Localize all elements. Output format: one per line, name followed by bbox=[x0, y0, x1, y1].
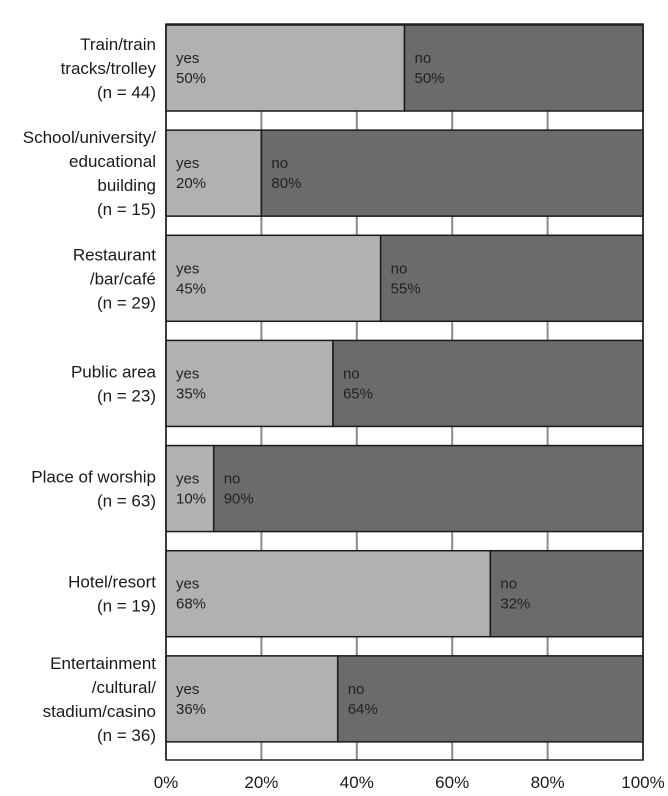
bar-series-label: yes bbox=[176, 365, 199, 382]
bar-series-label: no bbox=[391, 260, 408, 277]
category-label: (n = 63) bbox=[97, 492, 156, 511]
x-tick-label: 80% bbox=[531, 773, 565, 792]
bar-series-label: yes bbox=[176, 50, 199, 67]
category-label: (n = 19) bbox=[97, 597, 156, 616]
bar-segment-no bbox=[332, 339, 644, 428]
x-tick-label: 0% bbox=[154, 773, 179, 792]
bar-segment-no bbox=[336, 655, 644, 743]
bar-value-label: 20% bbox=[176, 175, 206, 192]
category-label: Restaurant bbox=[73, 245, 156, 264]
bar-value-label: 80% bbox=[271, 175, 301, 192]
category-label: (n = 44) bbox=[97, 83, 156, 102]
category-label: stadium/casino bbox=[43, 702, 156, 721]
category-label: tracks/trolley bbox=[61, 59, 157, 78]
bar-value-label: 10% bbox=[176, 491, 206, 508]
category-label: educational bbox=[69, 152, 156, 171]
category-label: Place of worship bbox=[31, 468, 156, 487]
x-tick-label: 20% bbox=[244, 773, 278, 792]
bar-series-label: yes bbox=[176, 681, 199, 698]
bar-segment-no bbox=[260, 129, 644, 217]
bar-segment-yes bbox=[165, 24, 406, 112]
bars bbox=[165, 24, 644, 743]
bar-series-label: no bbox=[224, 471, 241, 488]
bar-value-label: 35% bbox=[176, 385, 206, 402]
bar-series-label: no bbox=[415, 50, 432, 67]
bar-segment-yes bbox=[165, 549, 492, 638]
category-label: (n = 29) bbox=[97, 293, 156, 312]
bar-value-label: 65% bbox=[343, 385, 373, 402]
category-label: Entertainment bbox=[50, 654, 156, 673]
x-axis-ticks: 0% 20% 40% 60% 80% 100% bbox=[154, 773, 665, 792]
bar-value-label: 68% bbox=[176, 596, 206, 613]
bar-value-label: 36% bbox=[176, 701, 206, 718]
category-label: (n = 23) bbox=[97, 386, 156, 405]
bar-segment-yes bbox=[165, 444, 215, 533]
bar-series-label: yes bbox=[176, 576, 199, 593]
bar-value-label: 32% bbox=[500, 596, 530, 613]
category-label: Train/train bbox=[80, 35, 156, 54]
bar-series-label: no bbox=[500, 576, 517, 593]
category-labels: Train/train tracks/trolley (n = 44) School/… bbox=[23, 35, 157, 745]
category-label: Public area bbox=[71, 362, 157, 381]
x-tick-label: 60% bbox=[435, 773, 469, 792]
bar-value-label: 45% bbox=[176, 280, 206, 297]
category-label: /cultural/ bbox=[92, 678, 157, 697]
category-label: /bar/café bbox=[90, 269, 156, 288]
category-label: (n = 36) bbox=[97, 726, 156, 745]
bar-series-label: no bbox=[348, 681, 365, 698]
bar-segment-no bbox=[379, 234, 644, 323]
x-tick-label: 100% bbox=[621, 773, 664, 792]
bar-value-label: 90% bbox=[224, 491, 254, 508]
bar-series-label: yes bbox=[176, 155, 199, 172]
bar-series-label: no bbox=[271, 155, 288, 172]
bar-segment-yes bbox=[165, 234, 382, 323]
bar-segment-no bbox=[212, 444, 644, 533]
bar-series-label: yes bbox=[176, 260, 199, 277]
bar-series-label: no bbox=[343, 365, 360, 382]
bar-value-label: 55% bbox=[391, 280, 421, 297]
x-tick-label: 40% bbox=[340, 773, 374, 792]
bar-segment-no bbox=[489, 549, 644, 638]
bar-value-label: 64% bbox=[348, 701, 378, 718]
bar-segment-yes bbox=[165, 339, 334, 428]
bar-segment-yes bbox=[165, 129, 263, 217]
category-label: Hotel/resort bbox=[68, 573, 156, 592]
bar-labels: yes 50% no 50% yes 20% no 80% yes 45% no 55% yes 35% n… bbox=[176, 50, 530, 718]
bar-series-label: yes bbox=[176, 471, 199, 488]
bar-segment-yes bbox=[165, 655, 339, 743]
plot-frame bbox=[165, 23, 644, 761]
bar-value-label: 50% bbox=[415, 70, 445, 87]
category-label: (n = 15) bbox=[97, 200, 156, 219]
bar-segment-no bbox=[403, 24, 644, 112]
category-label: building bbox=[97, 176, 156, 195]
category-label: School/university/ bbox=[23, 128, 157, 147]
bar-value-label: 50% bbox=[176, 70, 206, 87]
